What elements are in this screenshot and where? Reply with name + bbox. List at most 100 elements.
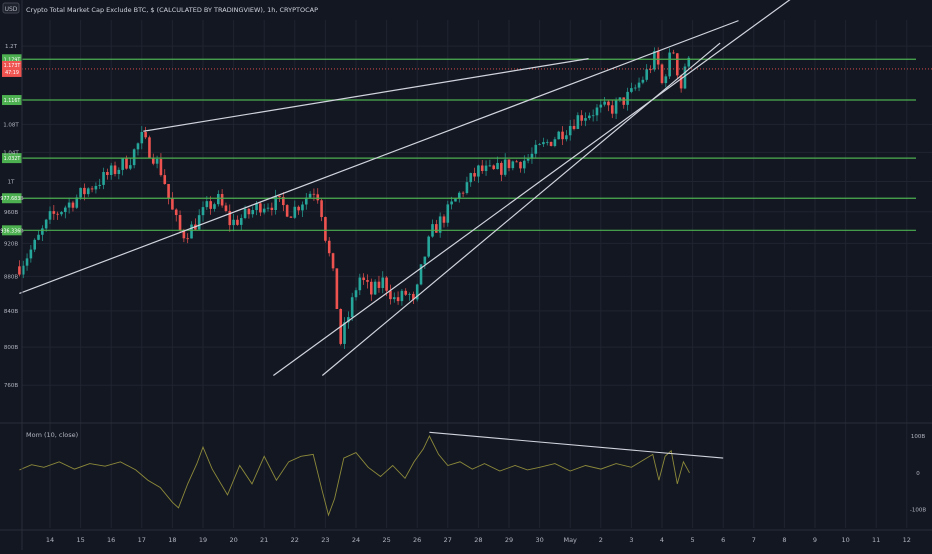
x-tick-label: 16 [107, 536, 115, 544]
y-tick-label: 920B [4, 241, 18, 247]
candle-body [98, 184, 102, 186]
candle-body [530, 153, 534, 159]
trendline[interactable] [19, 20, 739, 295]
candle-body [136, 143, 140, 150]
symbol-title: Crypto Total Market Cap Exclude BTC, $ (… [26, 6, 318, 14]
candle-body [438, 216, 442, 233]
candle-body [52, 211, 56, 214]
candle-body [412, 293, 415, 300]
trendline[interactable] [321, 42, 721, 376]
x-tick-label: 2 [599, 536, 603, 544]
candle-body [404, 290, 408, 295]
x-tick-label: 14 [46, 536, 54, 544]
candle-body [236, 219, 239, 225]
horizontal-level-label: 1.179T [4, 57, 21, 63]
candle-body [519, 161, 522, 169]
candle-body [144, 131, 147, 138]
candle-body [125, 158, 128, 169]
candle-body [457, 192, 461, 199]
candle-body [343, 322, 346, 344]
candle-body [71, 202, 75, 208]
candle-body [633, 87, 637, 89]
candle-body [270, 207, 274, 211]
momentum-title: Mom (10, close) [26, 431, 78, 439]
candle-body [649, 69, 652, 71]
y-tick-label: 880B [4, 274, 18, 280]
candle-body [41, 228, 44, 235]
candle-body [591, 115, 595, 117]
x-tick-label: 29 [505, 536, 513, 544]
candle-body [584, 118, 587, 121]
horizontal-level-label-bg [2, 153, 22, 164]
candle-body [239, 218, 243, 225]
candle-body [488, 165, 492, 167]
candle-body [461, 192, 465, 194]
candle-body [151, 157, 155, 164]
trendline[interactable] [143, 58, 589, 132]
candle-body [656, 51, 660, 65]
candle-body [243, 208, 247, 219]
candle-body [576, 115, 580, 129]
current-price-label-bg [2, 60, 22, 77]
candle-body [182, 230, 186, 239]
candle-body [373, 281, 377, 295]
y-tick-label: 840B [4, 309, 18, 315]
candle-body [259, 203, 262, 213]
candle-body [523, 160, 526, 169]
current-price-label: 1.173T [4, 63, 21, 69]
candle-body [492, 165, 495, 170]
candle-body [228, 211, 232, 226]
momentum-trendline[interactable] [429, 431, 724, 459]
candle-body [603, 101, 606, 105]
candle-body [664, 76, 668, 84]
currency-badge[interactable]: USD [2, 2, 20, 14]
candle-body [580, 115, 583, 121]
horizontal-level-label: 977.683B [0, 196, 23, 202]
candle-body [515, 161, 518, 163]
candle-body [109, 165, 113, 175]
x-tick-label: 6 [721, 536, 725, 544]
candle-body [419, 264, 423, 285]
candle-body [308, 193, 312, 198]
candle-body [568, 125, 572, 136]
candle-body [255, 203, 258, 211]
candle-body [197, 215, 201, 230]
x-tick-label: 4 [660, 536, 664, 544]
candle-body [427, 236, 430, 257]
horizontal-level-label: 1.116T [4, 98, 21, 104]
candle-body [48, 211, 52, 220]
x-tick-label: 12 [903, 536, 911, 544]
candle-body [278, 195, 281, 197]
candle-body [285, 205, 289, 217]
y-tick-label: 1T [8, 179, 15, 185]
candle-body [610, 105, 614, 114]
currency-badge-text: USD [5, 6, 18, 13]
candle-body [653, 51, 656, 70]
candle-body [18, 266, 21, 275]
candle-body [599, 104, 603, 108]
candle-body [423, 256, 427, 265]
candle-body [155, 158, 159, 164]
y-tick-label: 1.04T [3, 150, 19, 156]
level-layer: 1.179T 1.116T 1.032T 977.683B 936.336B 1.173T… [0, 54, 932, 236]
candle-body [102, 171, 105, 185]
candle-body [622, 97, 626, 105]
x-tick-label: 7 [752, 536, 756, 544]
candle-body [44, 219, 48, 229]
candle-body [389, 290, 392, 300]
trendline[interactable] [273, 0, 796, 376]
x-tick-label: 17 [138, 536, 146, 544]
candle-body [572, 125, 576, 129]
candle-body [327, 240, 331, 254]
candle-body [297, 206, 300, 211]
x-tick-label: 23 [321, 536, 329, 544]
candle-body [676, 53, 679, 76]
candle-body [266, 207, 270, 209]
candle-body [377, 281, 381, 288]
x-tick-label: 25 [382, 536, 390, 544]
candle-body [683, 66, 687, 89]
candle-body [370, 281, 373, 295]
